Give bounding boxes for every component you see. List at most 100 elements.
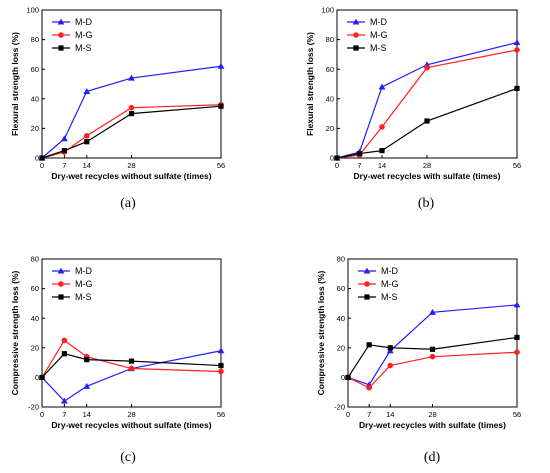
chart-panel-2: 0 20 40 60 80 100 0 7 14 28 56 Dry-wet recycles wit… xyxy=(305,6,521,211)
data-point-m-g xyxy=(128,365,135,372)
data-point-m-d xyxy=(429,308,436,315)
data-point-m-s xyxy=(429,346,436,352)
data-point-m-s xyxy=(514,85,520,92)
x-axis-title: Dry-wet recycles without sulfate (times) xyxy=(51,420,211,430)
panel-label: (d) xyxy=(424,450,441,465)
panel-label: (a) xyxy=(120,196,136,211)
y-tick-label: 100 xyxy=(26,6,39,15)
legend-label-m-g: M-G xyxy=(381,279,399,289)
legend-label-m-d: M-D xyxy=(381,266,398,276)
data-point-m-d xyxy=(217,62,225,69)
series-line-m-d xyxy=(336,41,518,159)
data-point-m-s xyxy=(84,357,90,363)
legend-marker-m-s xyxy=(58,45,64,51)
x-tick-label: 14 xyxy=(83,410,91,419)
data-point-m-d xyxy=(513,301,521,308)
data-point-m-g xyxy=(429,353,436,360)
data-point-m-g xyxy=(218,368,224,375)
data-point-m-g xyxy=(514,47,520,53)
x-tick-label: 14 xyxy=(378,161,386,170)
data-point-m-s xyxy=(334,155,340,161)
x-tick-label: 7 xyxy=(62,161,66,170)
data-point-m-d xyxy=(513,39,521,46)
data-point-m-d xyxy=(217,347,225,354)
data-point-m-s xyxy=(387,345,393,351)
data-point-m-g xyxy=(128,104,135,111)
y-tick-label: 20 xyxy=(326,124,334,133)
x-tick-label: 28 xyxy=(428,410,436,419)
data-point-m-d xyxy=(60,397,68,404)
data-point-m-s xyxy=(128,358,135,364)
y-tick-label: 60 xyxy=(337,284,345,293)
x-tick-label: 0 xyxy=(40,410,44,419)
legend-label-m-d: M-D xyxy=(75,266,92,276)
y-tick-label: 20 xyxy=(337,343,345,352)
chart-panel-1: 0 20 40 60 80 100 0 7 14 28 56 Dry-wet recycles wit… xyxy=(10,6,225,211)
y-tick-label: 40 xyxy=(337,314,345,323)
data-point-m-g xyxy=(61,337,68,344)
legend-marker-m-d xyxy=(57,18,65,25)
y-tick-label: 60 xyxy=(31,65,39,74)
data-point-m-s xyxy=(128,111,135,117)
plot-frame xyxy=(336,9,518,159)
x-tick-label: 7 xyxy=(367,410,371,419)
y-axis-title: Flexural strength loss (%) xyxy=(10,32,20,136)
legend-marker-m-s xyxy=(364,294,370,300)
x-tick-label: 0 xyxy=(40,161,44,170)
data-point-m-g xyxy=(379,124,385,130)
x-tick-label: 0 xyxy=(335,161,339,170)
y-tick-label: 0 xyxy=(330,154,334,163)
data-point-m-d xyxy=(83,382,91,389)
legend-label-m-s: M-S xyxy=(75,292,92,302)
y-tick-label: -20 xyxy=(28,403,39,412)
y-tick-label: 80 xyxy=(31,255,39,264)
data-point-m-d xyxy=(128,74,135,81)
y-tick-label: 40 xyxy=(31,314,39,323)
y-axis-title: Compressive strength loss (%) xyxy=(10,270,20,395)
plot-frame xyxy=(347,258,518,408)
y-tick-label: -20 xyxy=(334,403,345,412)
data-point-m-s xyxy=(218,103,224,109)
legend-label-m-g: M-G xyxy=(370,30,388,40)
plot-frame xyxy=(41,9,222,159)
legend-marker-m-s xyxy=(353,45,359,51)
x-axis-title: Dry-wet recycles without sulfate (times) xyxy=(51,171,211,181)
plot-frame xyxy=(41,258,222,408)
data-point-m-s xyxy=(218,362,224,369)
data-point-m-s xyxy=(356,150,363,157)
y-tick-label: 0 xyxy=(341,373,345,382)
x-axis-title: Dry-wet recycles with sulfate (times) xyxy=(359,420,506,430)
y-tick-label: 20 xyxy=(31,124,39,133)
y-tick-label: 40 xyxy=(31,94,39,103)
legend-marker-m-g xyxy=(353,32,359,38)
data-point-m-g xyxy=(514,349,520,356)
legend-label-m-g: M-G xyxy=(75,30,93,40)
legend-label-m-s: M-S xyxy=(381,292,398,302)
y-tick-label: 40 xyxy=(326,94,334,103)
x-tick-label: 56 xyxy=(513,161,521,170)
x-axis-title: Dry-wet recycles with sulfate (times) xyxy=(354,171,501,181)
data-point-m-s xyxy=(61,351,67,357)
panel-label: (b) xyxy=(418,196,435,211)
data-point-m-s xyxy=(39,155,45,161)
y-tick-label: 20 xyxy=(31,343,39,352)
series-line-m-d xyxy=(41,350,222,402)
data-point-m-d xyxy=(83,88,91,94)
y-axis-title: Flexural strength loss (%) xyxy=(305,32,315,136)
data-point-m-g xyxy=(366,384,372,391)
data-point-m-d xyxy=(378,83,386,90)
data-point-m-g xyxy=(83,133,90,139)
legend-marker-m-d xyxy=(363,267,371,274)
x-tick-label: 56 xyxy=(217,410,225,419)
data-point-m-s xyxy=(366,342,372,348)
x-tick-label: 28 xyxy=(127,161,135,170)
legend-label-m-s: M-S xyxy=(370,43,387,53)
data-point-m-s xyxy=(345,374,351,380)
x-tick-label: 7 xyxy=(357,161,361,170)
legend-label-m-d: M-D xyxy=(370,17,387,27)
legend-marker-m-g xyxy=(58,32,64,38)
x-tick-label: 7 xyxy=(62,410,66,419)
